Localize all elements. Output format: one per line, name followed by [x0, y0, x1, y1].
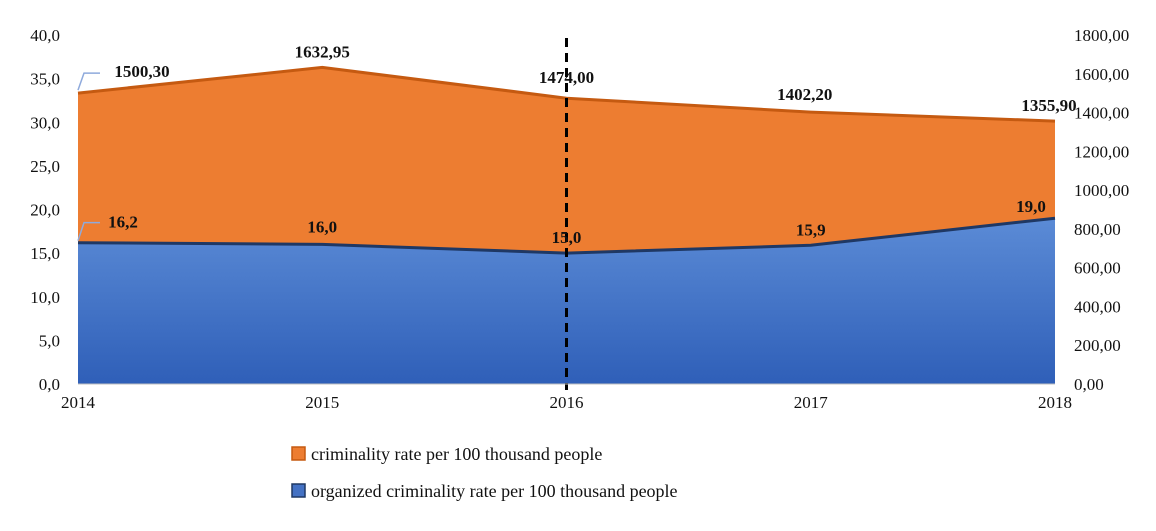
data-label-leader — [77, 221, 100, 241]
y-left-tick-label: 20,0 — [30, 201, 60, 220]
y-right-tick-label: 1600,00 — [1074, 65, 1129, 84]
y-right-tick-label: 200,00 — [1074, 336, 1121, 355]
y-right-tick-label: 1200,00 — [1074, 142, 1129, 161]
y-left-tick-label: 5,0 — [39, 331, 60, 350]
legend: criminality rate per 100 thousand people… — [291, 444, 678, 501]
y-right-tick-label: 1800,00 — [1074, 26, 1129, 45]
data-label-leader — [77, 72, 100, 91]
y-left-tick-label: 15,0 — [30, 244, 60, 263]
y-left-tick-label: 40,0 — [30, 26, 60, 45]
organized-data-label: 15,0 — [552, 228, 582, 247]
criminality-data-label: 1474,00 — [539, 68, 594, 87]
x-tick-label: 2017 — [794, 393, 829, 412]
criminality-data-label: 1632,95 — [295, 42, 350, 61]
y-left-tick-label: 0,0 — [39, 375, 60, 394]
criminality-data-label: 1402,20 — [777, 85, 832, 104]
x-tick-label: 2014 — [61, 393, 96, 412]
legend-swatch — [291, 483, 306, 498]
y-right-tick-label: 1400,00 — [1074, 104, 1129, 123]
y-right-tick-label: 0,00 — [1074, 375, 1104, 394]
y-left-tick-label: 25,0 — [30, 157, 60, 176]
y-right-tick-label: 800,00 — [1074, 220, 1121, 239]
y-left-tick-label: 30,0 — [30, 113, 60, 132]
y-left-tick-label: 35,0 — [30, 70, 60, 89]
organized-data-label: 16,0 — [307, 217, 337, 236]
organized-data-label: 15,9 — [796, 220, 826, 239]
criminality-data-label: 1500,30 — [114, 62, 169, 81]
x-tick-label: 2018 — [1038, 393, 1072, 412]
legend-label: organized criminality rate per 100 thous… — [311, 481, 678, 501]
y-right-tick-label: 400,00 — [1074, 297, 1121, 316]
data-labels-layer: 1500,30 1632,95 1474,00 1402,20 1355,90 16,2 1… — [77, 42, 1077, 247]
criminality-data-label: 1355,90 — [1021, 96, 1076, 115]
legend-swatch — [291, 446, 306, 461]
x-tick-label: 2016 — [550, 393, 584, 412]
y-left-tick-label: 10,0 — [30, 288, 60, 307]
x-tick-label: 2015 — [305, 393, 339, 412]
y-right-tick-label: 1000,00 — [1074, 181, 1129, 200]
legend-label: criminality rate per 100 thousand people — [311, 444, 602, 464]
organized-data-label: 19,0 — [1016, 197, 1046, 216]
y-right-tick-label: 600,00 — [1074, 259, 1121, 278]
axes-layer: 0,05,010,015,020,025,030,035,040,00,0020… — [30, 26, 1129, 412]
organized-data-label: 16,2 — [108, 213, 138, 232]
